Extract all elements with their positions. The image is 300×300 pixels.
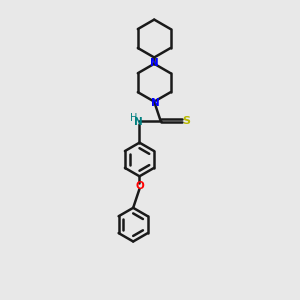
Text: N: N xyxy=(151,98,160,108)
Text: H: H xyxy=(130,113,137,123)
Text: S: S xyxy=(182,116,190,126)
Text: N: N xyxy=(150,58,159,68)
Text: O: O xyxy=(135,181,144,191)
Text: N: N xyxy=(134,117,143,127)
